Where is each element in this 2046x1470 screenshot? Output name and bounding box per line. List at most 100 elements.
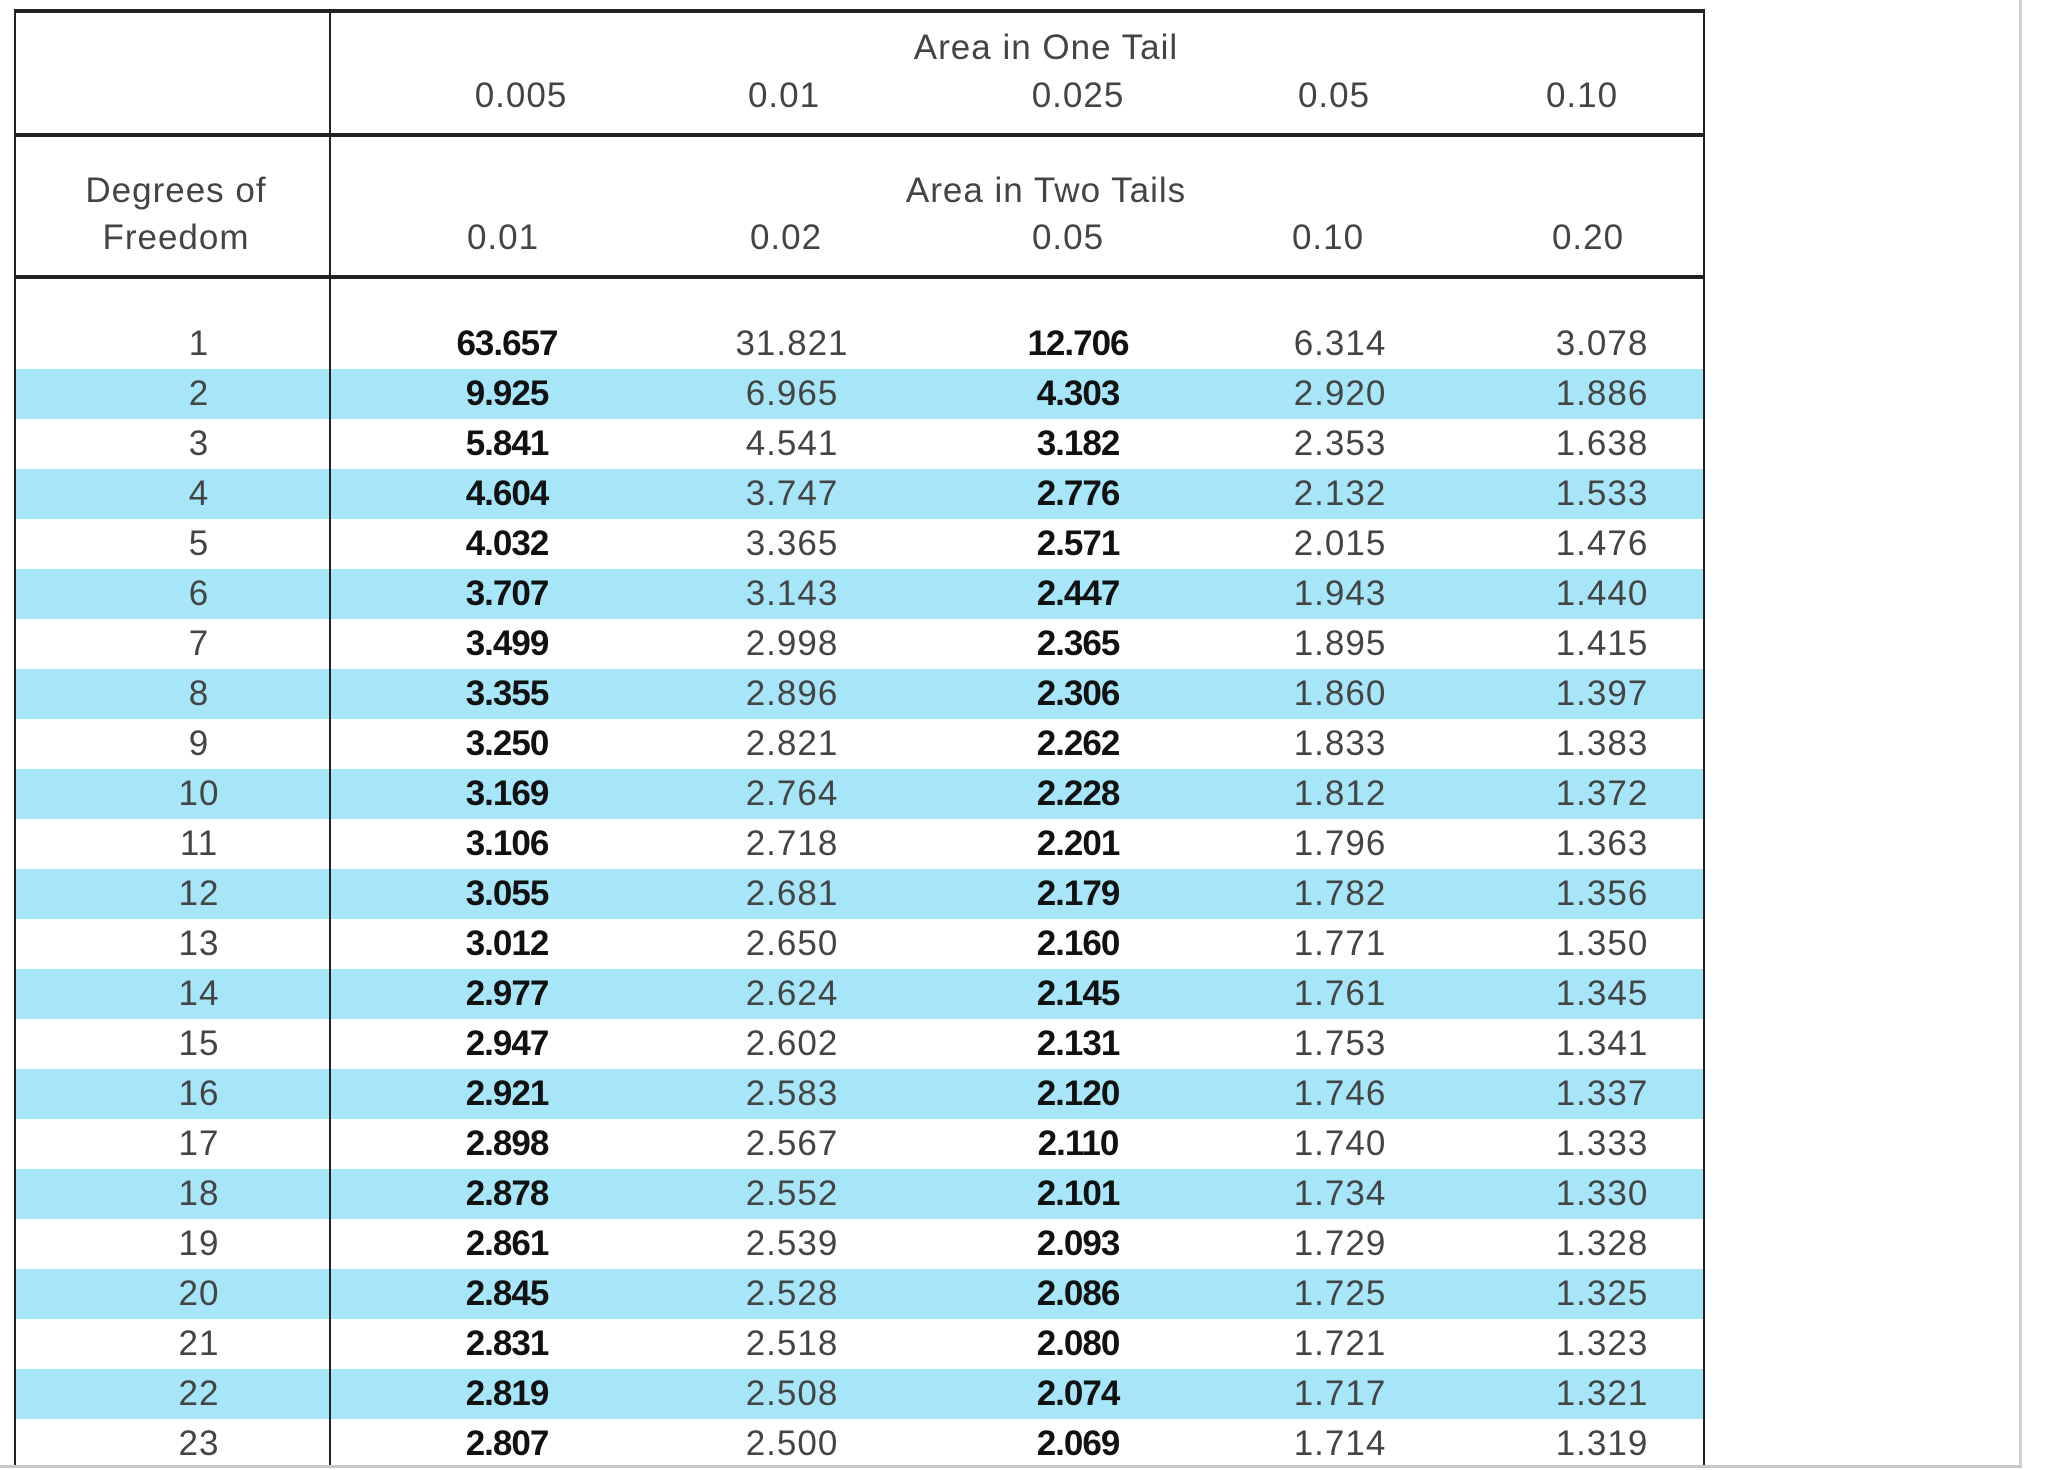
critical-value-cell: 2.624	[745, 974, 839, 1013]
df-cell: 14	[178, 974, 220, 1013]
critical-value-cell: 3.365	[745, 524, 839, 563]
critical-value-cell: 2.583	[745, 1074, 839, 1113]
critical-value-cell: 2.807	[465, 1424, 550, 1463]
critical-value-cell: 2.074	[1036, 1374, 1121, 1413]
critical-value-cell: 2.160	[1036, 924, 1121, 963]
critical-value-cell: 31.821	[735, 324, 849, 363]
df-cell: 12	[178, 874, 220, 913]
df-label: Degrees of	[85, 171, 267, 210]
critical-value-cell: 2.201	[1036, 824, 1121, 863]
df-cell: 16	[178, 1074, 220, 1113]
critical-value-cell: 1.397	[1555, 674, 1649, 713]
df-cell: 11	[179, 824, 219, 863]
critical-value-cell: 2.602	[745, 1024, 839, 1063]
critical-value-cell: 1.323	[1555, 1324, 1649, 1363]
header-divider	[16, 133, 1703, 137]
critical-value-cell: 2.921	[465, 1074, 550, 1113]
critical-value-cell: 9.925	[465, 374, 550, 413]
table-row: 19 2.861 2.539 2.093 1.729 1.328	[16, 1219, 1703, 1269]
critical-value-cell: 3.169	[465, 774, 550, 813]
critical-value-cell: 2.262	[1036, 724, 1121, 763]
critical-value-cell: 2.093	[1036, 1224, 1121, 1263]
critical-value-cell: 1.740	[1293, 1124, 1387, 1163]
critical-value-cell: 3.078	[1555, 324, 1649, 363]
critical-value-cell: 2.131	[1036, 1024, 1121, 1063]
critical-value-cell: 1.943	[1293, 574, 1387, 613]
critical-value-cell: 2.681	[745, 874, 839, 913]
critical-value-cell: 1.746	[1293, 1074, 1387, 1113]
two-tail-value: 0.10	[1291, 218, 1365, 257]
critical-value-cell: 5.841	[465, 424, 550, 463]
table-row: 2 9.925 6.965 4.303 2.920 1.886	[16, 369, 1703, 419]
critical-value-cell: 1.833	[1293, 724, 1387, 763]
critical-value-cell: 1.321	[1555, 1374, 1649, 1413]
critical-value-cell: 2.896	[745, 674, 839, 713]
critical-value-cell: 2.764	[745, 774, 839, 813]
critical-value-cell: 2.898	[465, 1124, 550, 1163]
df-cell: 7	[188, 624, 210, 663]
critical-value-cell: 1.860	[1293, 674, 1387, 713]
table-row: 5 4.032 3.365 2.571 2.015 1.476	[16, 519, 1703, 569]
two-tail-value: 0.05	[1031, 218, 1105, 257]
critical-value-cell: 1.771	[1293, 924, 1387, 963]
table-row: 1 63.657 31.821 12.706 6.314 3.078	[16, 319, 1703, 369]
critical-value-cell: 1.638	[1555, 424, 1649, 463]
df-cell: 17	[178, 1124, 220, 1163]
critical-value-cell: 2.920	[1293, 374, 1387, 413]
critical-value-cell: 2.086	[1036, 1274, 1121, 1313]
critical-value-cell: 2.069	[1036, 1424, 1121, 1463]
table-row: 23 2.807 2.500 2.069 1.714 1.319	[16, 1419, 1703, 1465]
critical-value-cell: 2.518	[745, 1324, 839, 1363]
critical-value-cell: 1.363	[1555, 824, 1649, 863]
critical-value-cell: 2.776	[1036, 474, 1121, 513]
table-row: 11 3.106 2.718 2.201 1.796 1.363	[16, 819, 1703, 869]
critical-value-cell: 2.306	[1036, 674, 1121, 713]
table-row: 8 3.355 2.896 2.306 1.860 1.397	[16, 669, 1703, 719]
df-cell: 4	[188, 474, 210, 513]
df-cell: 18	[178, 1174, 220, 1213]
table-row: 16 2.921 2.583 2.120 1.746 1.337	[16, 1069, 1703, 1119]
critical-value-cell: 2.080	[1036, 1324, 1121, 1363]
two-tail-value: 0.20	[1551, 218, 1625, 257]
df-cell: 10	[178, 774, 220, 813]
critical-value-cell: 2.539	[745, 1224, 839, 1263]
critical-value-cell: 1.753	[1293, 1024, 1387, 1063]
critical-value-cell: 2.831	[465, 1324, 550, 1363]
df-cell: 20	[178, 1274, 220, 1313]
critical-value-cell: 2.567	[745, 1124, 839, 1163]
table-row: 6 3.707 3.143 2.447 1.943 1.440	[16, 569, 1703, 619]
critical-value-cell: 2.145	[1036, 974, 1121, 1013]
critical-value-cell: 1.415	[1555, 624, 1649, 663]
critical-value-cell: 3.707	[465, 574, 550, 613]
df-cell: 19	[178, 1224, 220, 1263]
table-row: 9 3.250 2.821 2.262 1.833 1.383	[16, 719, 1703, 769]
one-tail-value: 0.005	[474, 76, 568, 115]
one-tail-value: 0.10	[1545, 76, 1619, 115]
table-row: 13 3.012 2.650 2.160 1.771 1.350	[16, 919, 1703, 969]
critical-value-cell: 2.845	[465, 1274, 550, 1313]
critical-value-cell: 2.977	[465, 974, 550, 1013]
frame-bottom-edge	[0, 1465, 2022, 1468]
one-tail-value: 0.05	[1297, 76, 1371, 115]
critical-value-cell: 3.106	[465, 824, 550, 863]
critical-value-cell: 2.552	[745, 1174, 839, 1213]
critical-value-cell: 1.812	[1293, 774, 1387, 813]
df-cell: 23	[178, 1424, 220, 1463]
critical-value-cell: 2.110	[1037, 1124, 1120, 1163]
critical-value-cell: 3.499	[465, 624, 550, 663]
table-row: 4 4.604 3.747 2.776 2.132 1.533	[16, 469, 1703, 519]
critical-value-cell: 1.341	[1555, 1024, 1649, 1063]
table-row: 10 3.169 2.764 2.228 1.812 1.372	[16, 769, 1703, 819]
critical-value-cell: 6.965	[745, 374, 839, 413]
critical-value-cell: 1.729	[1293, 1224, 1387, 1263]
critical-value-cell: 3.747	[745, 474, 839, 513]
critical-value-cell: 1.476	[1555, 524, 1649, 563]
critical-value-cell: 2.947	[465, 1024, 550, 1063]
critical-value-cell: 2.132	[1293, 474, 1387, 513]
critical-value-cell: 1.886	[1555, 374, 1649, 413]
critical-value-cell: 3.143	[745, 574, 839, 613]
critical-value-cell: 3.250	[465, 724, 550, 763]
t-distribution-table: Area in One Tail 0.005 0.01 0.025 0.05 0…	[14, 9, 1705, 1465]
table-row: 15 2.947 2.602 2.131 1.753 1.341	[16, 1019, 1703, 1069]
critical-value-cell: 2.819	[465, 1374, 550, 1413]
